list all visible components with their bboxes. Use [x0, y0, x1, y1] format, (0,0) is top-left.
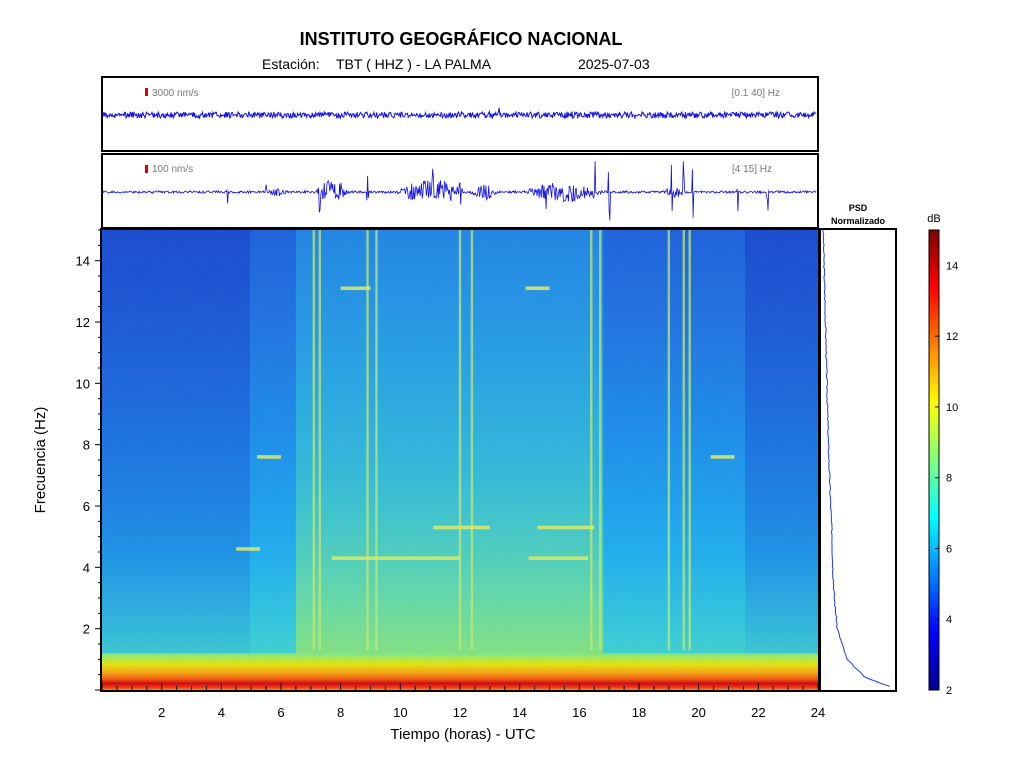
station-name: TBT ( HHZ ) - LA PALMA: [336, 56, 492, 72]
y-tick-label: 6: [83, 499, 90, 514]
trace-broadband-scale-bar: [145, 88, 148, 96]
colorbar-ticks: 2 4 6 8 10 12 14: [935, 260, 958, 697]
trace-filtered-scale-label: 100 nm/s: [152, 164, 193, 175]
colorbar-unit: dB: [927, 213, 940, 225]
station-label: Estación:: [262, 56, 320, 72]
y-tick-label: 8: [83, 438, 90, 453]
trace-broadband-scale-label: 3000 nm/s: [152, 88, 199, 99]
psd-title-line1: PSD: [849, 203, 868, 213]
x-tick-label: 18: [632, 705, 646, 720]
colorbar-tick-label: 10: [946, 402, 958, 414]
x-tick-label: 22: [751, 705, 765, 720]
y-tick-label: 14: [76, 254, 90, 269]
x-tick-label: 6: [277, 705, 284, 720]
x-tick-label: 8: [337, 705, 344, 720]
y-axis: 2 4 6 8 10 12 14: [76, 229, 102, 691]
psd-curve: [822, 230, 890, 687]
y-tick-label: 10: [76, 376, 90, 391]
x-tick-label: 24: [811, 705, 825, 720]
trace-filtered-band-label: [4 15] Hz: [732, 164, 772, 175]
psd-panel: PSD Normalizado: [819, 203, 897, 692]
y-tick-label: 4: [83, 560, 90, 575]
colorbar-tick-label: 12: [946, 331, 958, 343]
y-tick-label: 12: [76, 315, 90, 330]
colorbar-gradient: [928, 229, 940, 691]
x-axis: 2 4 6 8 10 12 14 16 18 20 22 24: [101, 683, 825, 720]
x-tick-label: 10: [393, 705, 407, 720]
trace-filtered-scale-bar: [145, 165, 148, 173]
psd-frame: [819, 228, 897, 692]
colorbar-tick-label: 14: [946, 260, 958, 272]
y-tick-label: 2: [83, 622, 90, 637]
colorbar-tick-label: 8: [946, 473, 952, 485]
colorbar-tick-label: 4: [946, 614, 952, 626]
trace-broadband-frame: [101, 76, 819, 152]
x-tick-label: 12: [453, 705, 467, 720]
trace-broadband-waveform: [102, 107, 817, 120]
trace-broadband-band-label: [0.1 40] Hz: [732, 88, 780, 99]
figure-title: INSTITUTO GEOGRÁFICO NACIONAL: [300, 28, 623, 49]
y-axis-label: Frecuencia (Hz): [32, 407, 49, 514]
x-tick-label: 4: [218, 705, 225, 720]
colorbar-tick-label: 2: [946, 685, 952, 697]
spectrogram-image: [102, 230, 818, 690]
colorbar-tick-label: 6: [946, 543, 952, 555]
trace-filtered-panel: 100 nm/s [4 15] Hz: [101, 153, 819, 229]
x-tick-label: 20: [691, 705, 705, 720]
x-tick-label: 14: [512, 705, 526, 720]
trace-broadband-panel: 3000 nm/s [0.1 40] Hz: [101, 76, 819, 152]
date-label: 2025-07-03: [578, 56, 650, 72]
colorbar: dB 2 4 6 8 10 12 14: [927, 213, 958, 697]
x-tick-label: 2: [158, 705, 165, 720]
x-axis-label: Tiempo (horas) - UTC: [390, 726, 535, 743]
x-tick-label: 16: [572, 705, 586, 720]
psd-title-line2: Normalizado: [831, 216, 886, 226]
spectrogram-noise-texture: [102, 230, 818, 690]
trace-filtered-waveform: [102, 161, 817, 221]
